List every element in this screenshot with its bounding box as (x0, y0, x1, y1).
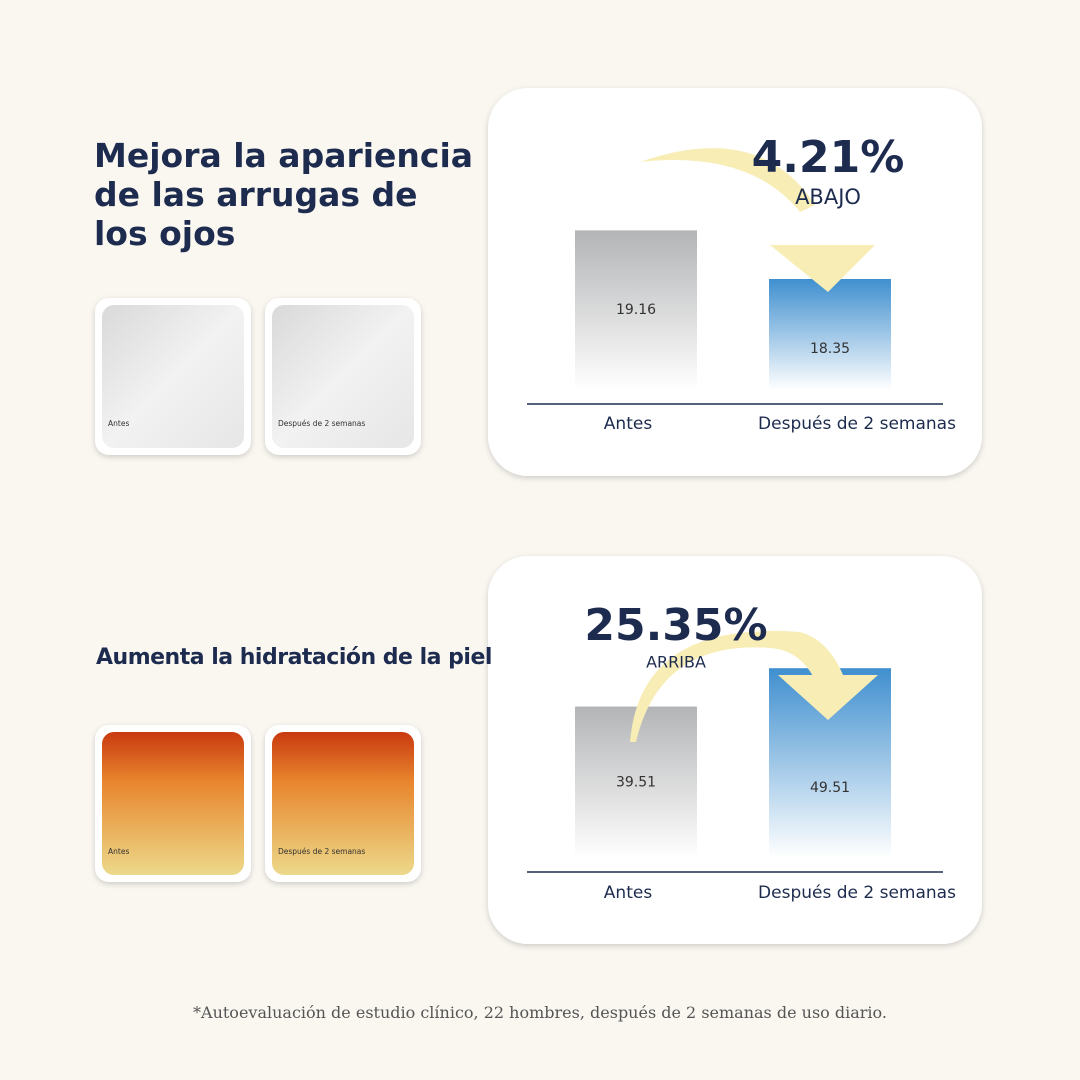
photo (102, 732, 244, 875)
category-label: Después de 2 semanas (758, 883, 956, 903)
arrows (630, 148, 878, 742)
photo-caption: Antes (108, 419, 129, 428)
heading: Aumenta la hidratación de la piel (96, 645, 492, 670)
arrow-head (778, 675, 878, 720)
photo-caption: Después de 2 semanas (278, 847, 365, 856)
bar (769, 279, 891, 390)
value-label: 18.35 (810, 341, 850, 357)
bars (575, 230, 891, 858)
category-label: Después de 2 semanas (758, 414, 956, 434)
arrow-head (770, 245, 875, 292)
footnote: *Autoevaluación de estudio clínico, 22 h… (193, 1003, 887, 1022)
value-label: 19.16 (616, 302, 656, 318)
value-label: 49.51 (810, 780, 850, 796)
photo-caption: Antes (108, 847, 129, 856)
category-label: Antes (604, 414, 653, 434)
value-label: 39.51 (616, 774, 656, 790)
labels: 19.16 Antes 18.35 Después de 2 semanas 4.21%… (108, 132, 956, 903)
heading: Mejora la apariencia de las arrugas de l… (94, 136, 474, 253)
annotation-label: ABAJO (795, 185, 861, 209)
arrow (640, 148, 815, 212)
annotation: 25.35% (584, 600, 767, 651)
bar (575, 230, 697, 390)
category-label: Antes (604, 883, 653, 903)
annotation-label: ARRIBA (646, 653, 706, 672)
photo-caption: Después de 2 semanas (278, 419, 365, 428)
annotation: 4.21% (752, 132, 905, 183)
photos (95, 298, 421, 882)
photo (102, 305, 244, 448)
arrow (630, 630, 845, 742)
photo (272, 305, 414, 448)
photo (272, 732, 414, 875)
